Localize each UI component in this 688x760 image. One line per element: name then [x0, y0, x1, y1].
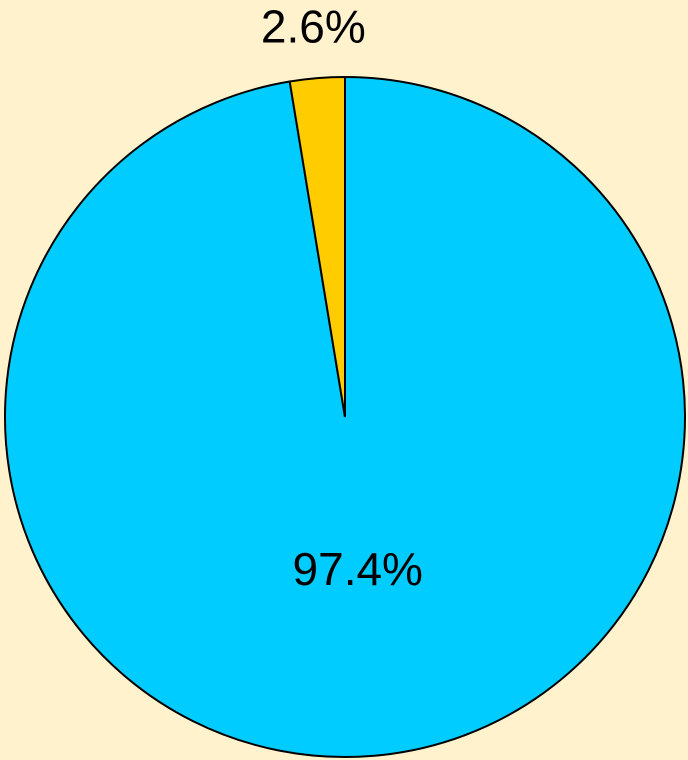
pie-slice: [288, 75, 346, 418]
data-label: 2.6%: [261, 0, 366, 52]
data-label: 97.4%: [293, 543, 423, 595]
